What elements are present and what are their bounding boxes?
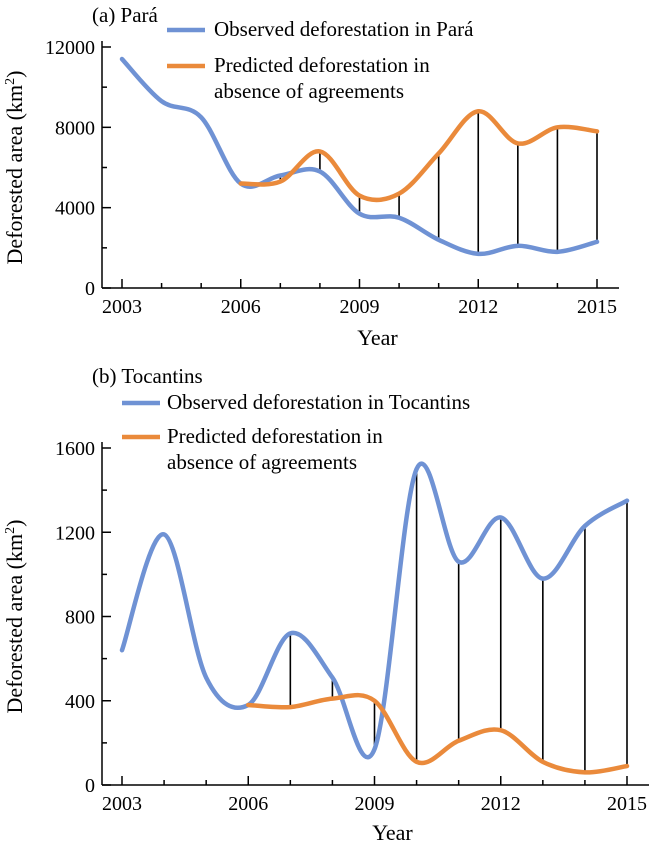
y-tick-label: 1600 [55,438,95,460]
legend-label: absence of agreements [167,450,357,474]
x-tick-label: 2009 [340,296,380,318]
x-axis-label: Year [372,820,413,844]
legend-label: Predicted deforestation in [214,53,430,77]
y-axis-label-main: Deforested area (km [2,85,27,265]
predicted-series-line [246,692,630,775]
x-tick-label: 2006 [228,793,268,815]
observed-series-line [119,56,600,257]
legend-label: Observed deforestation in Tocantins [167,390,470,414]
panel-title: (b) Tocantins [92,364,203,388]
panel-title: (a) Pará [92,3,159,27]
observed-series-line [119,461,630,760]
x-tick-label: 2003 [102,793,142,815]
y-axis-label: Deforested area (km2) [2,71,27,265]
x-tick-label: 2015 [577,296,617,318]
legend: Observed deforestation in Pará Predicted … [167,17,474,103]
x-tick-label: 2009 [355,793,395,815]
predicted-series-line [238,109,600,203]
y-tick-label: 1200 [55,522,95,544]
y-axis-label-sup: 2 [3,527,18,534]
chart-panel-para: (a) Pará 2003 2006 2009 2012 2015 0 4000 8000 120… [2,3,619,350]
y-tick-label: 800 [65,607,95,629]
x-axis-label: Year [357,325,398,350]
chart-panel-tocantins: (b) Tocantins 2003 2006 2009 2012 2015 0 400 800… [2,364,649,844]
y-tick-label: 0 [85,775,95,797]
y-tick-label: 4000 [55,198,95,220]
legend-label: Observed deforestation in Pará [214,17,474,41]
legend-label: Predicted deforestation in [167,424,383,448]
y-axis-label-sup: 2 [3,78,18,85]
y-axis-label-end: ) [2,520,27,527]
x-tick-label: 2012 [458,296,498,318]
legend-label: absence of agreements [214,79,404,103]
x-tick-label: 2006 [221,296,261,318]
x-tick-label: 2015 [607,793,647,815]
y-axis-label-end: ) [2,71,27,78]
y-tick-label: 12000 [45,37,95,59]
y-axis-label: Deforested area (km2) [2,520,27,714]
y-tick-label: 0 [85,278,95,300]
legend: Observed deforestation in Tocantins Predi… [122,390,470,474]
difference-lines [289,469,628,773]
y-axis-label-main: Deforested area (km [2,534,27,714]
axes [101,41,619,289]
x-tick-label: 2012 [481,793,521,815]
y-tick-label: 8000 [55,117,95,139]
axes [101,442,649,786]
y-tick-label: 400 [65,691,95,713]
x-tick-label: 2003 [102,296,142,318]
